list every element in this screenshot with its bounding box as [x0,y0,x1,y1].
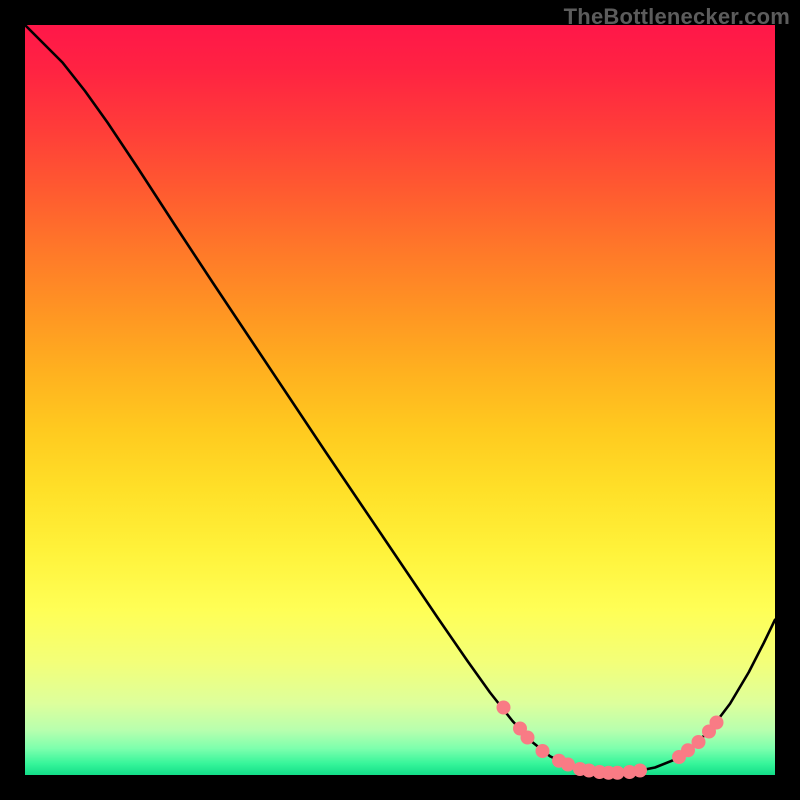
curve-marker [682,744,695,757]
curve-marker [562,758,575,771]
watermark-text: TheBottlenecker.com [564,4,790,30]
curve-marker [521,731,534,744]
curve-marker [710,716,723,729]
curve-marker [692,736,705,749]
curve-marker [611,766,624,779]
stage: TheBottlenecker.com [0,0,800,800]
curve-marker [634,764,647,777]
curve-marker [497,701,510,714]
curve-marker [536,745,549,758]
chart-svg [0,0,800,800]
plot-background [25,25,775,775]
